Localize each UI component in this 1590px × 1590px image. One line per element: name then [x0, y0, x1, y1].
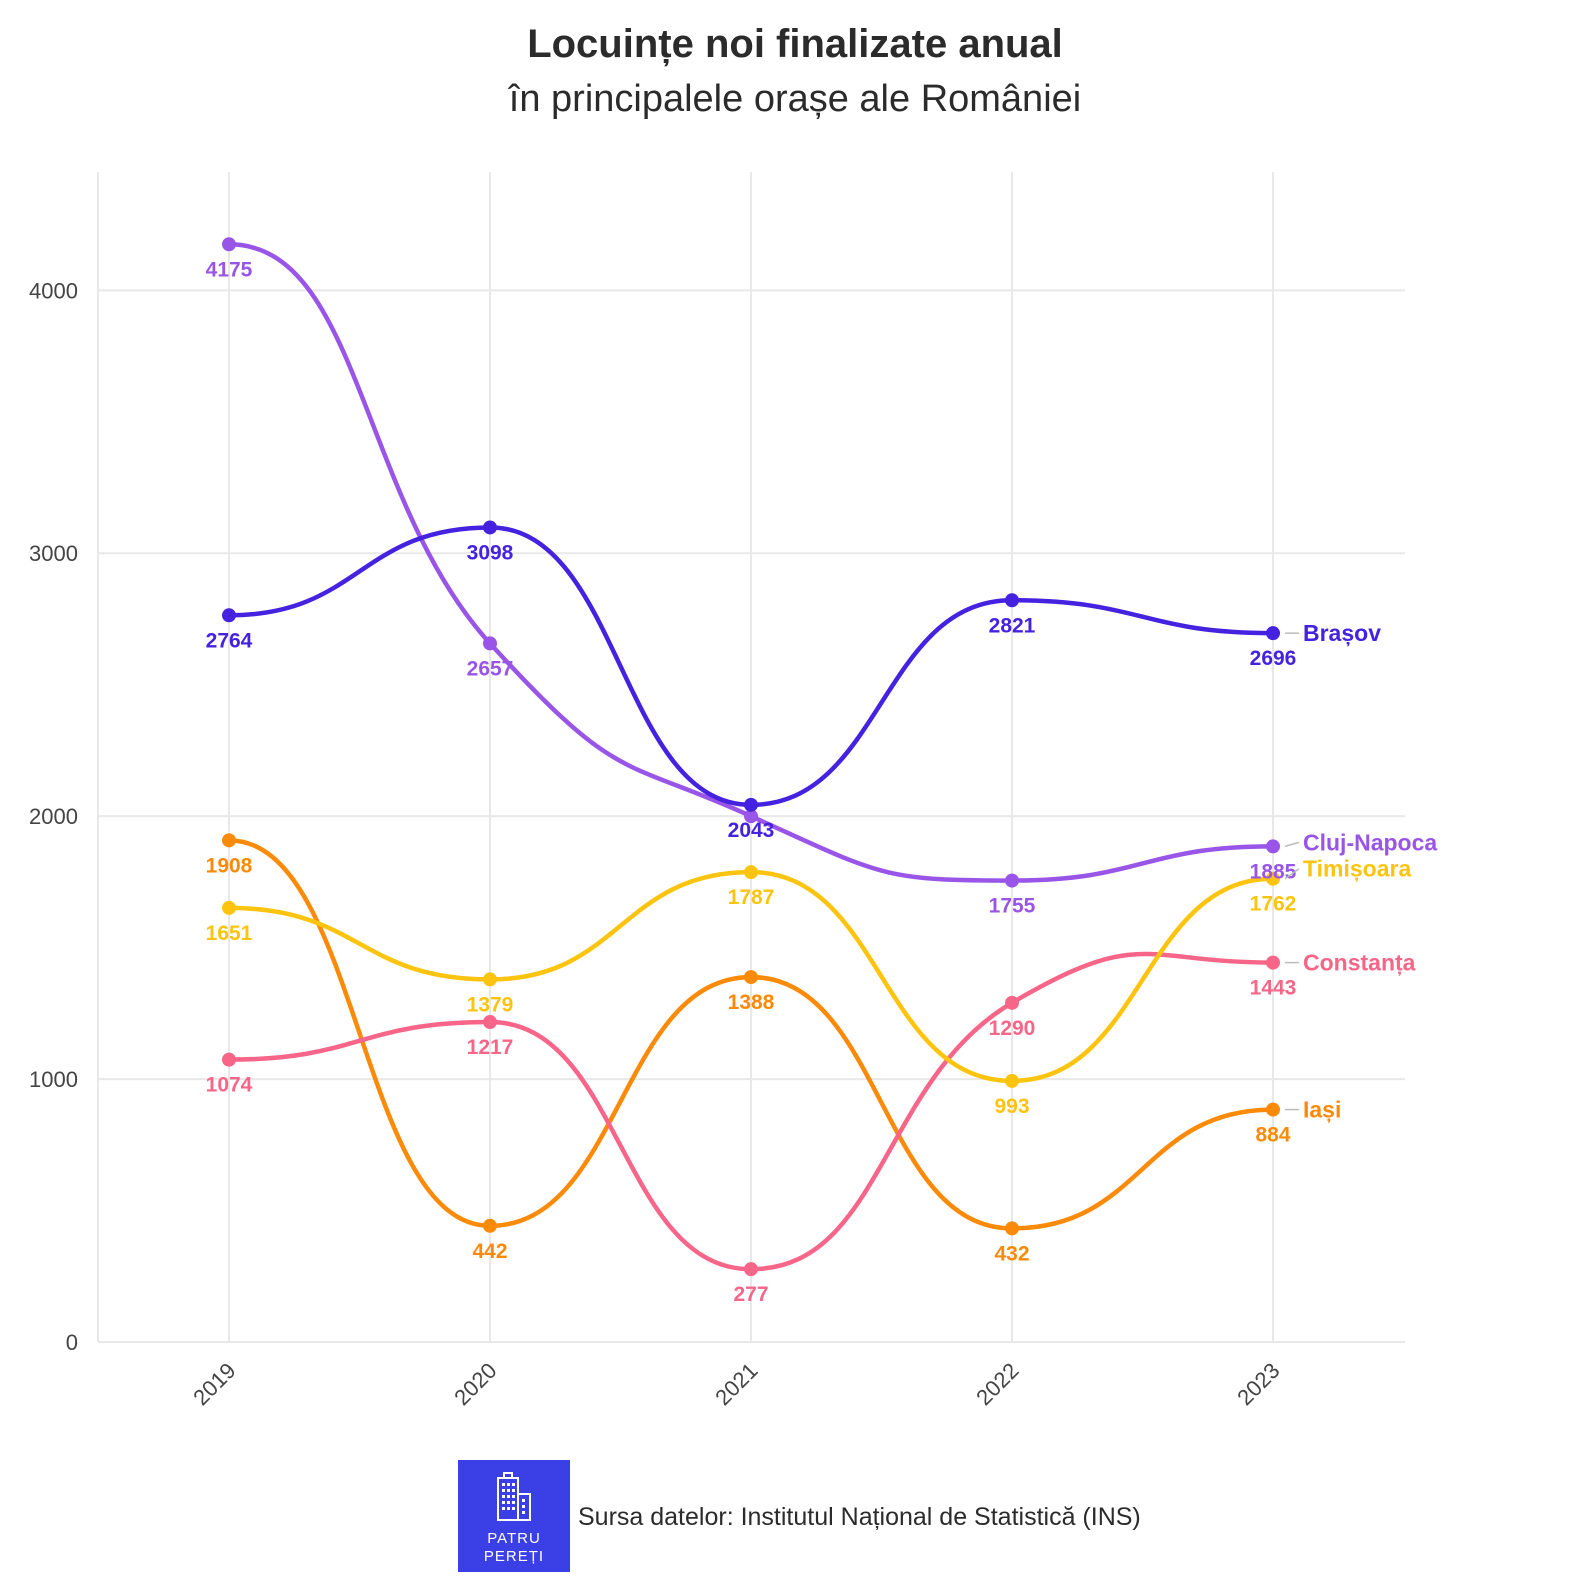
y-tick-label: 2000 [29, 804, 78, 829]
data-point [483, 972, 497, 987]
data-point [1266, 1102, 1280, 1117]
data-label: 442 [472, 1240, 507, 1263]
series-end-label: Cluj-Napoca [1303, 829, 1437, 855]
data-label: 2821 [989, 614, 1036, 637]
data-point [222, 900, 236, 915]
data-point [1005, 1221, 1019, 1236]
chart-subtitle: în principalele orașe ale României [508, 78, 1082, 120]
data-label: 2657 [467, 657, 514, 680]
patru-pereti-logo: PATRU PEREȚI [458, 1460, 570, 1572]
data-point [1266, 955, 1280, 970]
data-point [1005, 593, 1019, 608]
series-label-leader [1284, 868, 1300, 880]
data-label: 1379 [467, 993, 514, 1016]
data-point [222, 608, 236, 623]
data-point [1266, 626, 1280, 641]
data-point [483, 636, 497, 651]
data-label: 884 [1255, 1124, 1290, 1147]
data-label: 1755 [989, 895, 1036, 918]
series-end-label: Brașov [1303, 620, 1381, 647]
data-point [1005, 873, 1019, 888]
data-point [744, 797, 758, 812]
data-point [483, 1015, 497, 1030]
data-point [744, 865, 758, 880]
logo-line-1: PATRU [487, 1530, 541, 1547]
data-point [1005, 995, 1019, 1010]
series-line [226, 242, 1276, 883]
building-icon [497, 1472, 531, 1521]
data-point [1266, 871, 1280, 886]
data-point [483, 1218, 497, 1233]
data-point [744, 1262, 758, 1277]
data-label: 1762 [1250, 893, 1297, 916]
x-tick-label: 2020 [449, 1358, 501, 1410]
data-label: 1885 [1250, 860, 1297, 883]
chart-title: Locuințe noi finalizate anual [527, 22, 1063, 66]
data-point [222, 1052, 236, 1067]
x-tick-label: 2023 [1232, 1358, 1284, 1410]
y-tick-label: 4000 [29, 278, 78, 303]
data-point [222, 833, 236, 848]
series-end-label: Constanța [1303, 950, 1416, 977]
data-label: 1388 [728, 991, 775, 1014]
data-point [744, 809, 758, 824]
source-note: Sursa datelor: Institutul Național de St… [578, 1503, 1141, 1531]
data-label: 993 [994, 1095, 1029, 1118]
data-label: 1787 [728, 886, 775, 909]
y-tick-label: 0 [66, 1330, 78, 1355]
data-label: 1217 [467, 1036, 514, 1059]
logo-text: PATRU PEREȚI [458, 1530, 570, 1566]
series-label-leader [1284, 841, 1300, 848]
data-label: 2043 [728, 819, 775, 842]
series-line [226, 838, 1276, 1231]
data-point [744, 970, 758, 985]
y-tick-label: 3000 [29, 541, 78, 566]
data-point [222, 237, 236, 252]
data-label: 2764 [206, 629, 253, 652]
y-tick-label: 1000 [29, 1067, 78, 1092]
x-tick-label: 2022 [971, 1358, 1023, 1410]
data-label: 1074 [206, 1074, 253, 1097]
series-line [226, 869, 1276, 1084]
data-label: 432 [994, 1242, 1029, 1265]
data-label: 277 [733, 1283, 768, 1306]
data-label: 4175 [206, 258, 253, 281]
logo-line-2: PEREȚI [483, 1548, 545, 1565]
series-end-label: Iași [1303, 1097, 1341, 1124]
line-chart: 0 1000 2000 3000 4000 2019 2020 2021 2022 2023 276… [29, 172, 1437, 1410]
data-label: 2696 [1250, 647, 1297, 670]
series-end-label: Timișoara [1303, 856, 1411, 883]
data-label: 1443 [1250, 977, 1297, 1000]
data-point [1266, 839, 1280, 854]
x-tick-label: 2021 [710, 1358, 762, 1410]
data-label: 1651 [206, 922, 253, 945]
data-label: 1290 [989, 1017, 1036, 1040]
series-line [226, 525, 1276, 808]
x-tick-label: 2019 [188, 1358, 240, 1410]
data-point [483, 520, 497, 535]
data-label: 3098 [467, 541, 514, 564]
data-point [1005, 1073, 1019, 1088]
data-label: 1908 [206, 854, 253, 877]
